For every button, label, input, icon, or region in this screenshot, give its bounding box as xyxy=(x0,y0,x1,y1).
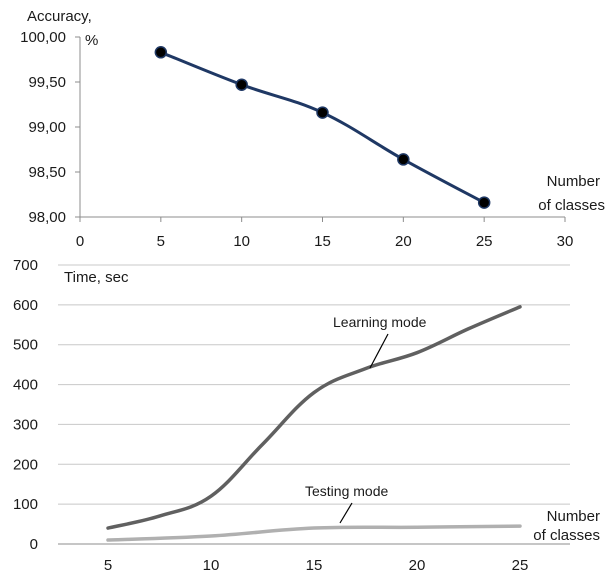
x-tick-label: 20 xyxy=(409,557,426,574)
x-axis-label-line2: of classes xyxy=(533,527,600,544)
y-tick-label: 200 xyxy=(13,456,38,473)
accuracy-point xyxy=(316,106,329,119)
accuracy-line xyxy=(160,50,485,204)
x-tick-label: 0 xyxy=(76,233,84,250)
learning-mode-leader xyxy=(369,333,389,369)
time-chart: 0 100 200 300 400 500 600 700 5 10 15 20 25 Time, sec… xyxy=(13,257,600,574)
y-axis-label: Time, sec xyxy=(64,269,129,286)
x-tick-label: 10 xyxy=(233,233,250,250)
y-axis-label-line2: % xyxy=(85,32,98,49)
testing-mode-leader xyxy=(339,502,353,524)
x-tick-label: 25 xyxy=(512,557,529,574)
y-axis-label-line1: Accuracy, xyxy=(27,8,92,25)
learning-mode-line xyxy=(106,305,522,530)
x-tick-label: 25 xyxy=(476,233,493,250)
x-tick-label: 5 xyxy=(104,557,112,574)
y-tick-label: 500 xyxy=(13,337,38,354)
accuracy-point xyxy=(235,78,248,91)
x-axis-label-line2: of classes xyxy=(538,197,605,214)
y-tick-label: 99,00 xyxy=(28,119,66,136)
y-tick-label: 400 xyxy=(13,377,38,394)
accuracy-point xyxy=(477,196,491,209)
learning-mode-label: Learning mode xyxy=(333,314,427,330)
x-tick-label: 10 xyxy=(203,557,220,574)
y-tick-label: 99,50 xyxy=(28,74,66,91)
accuracy-chart: 98,00 98,50 99,00 99,50 100,00 0 5 10 15 20 25 30 Ac… xyxy=(20,8,605,250)
y-tick-label: 98,50 xyxy=(28,164,66,181)
x-axis-label-line1: Number xyxy=(547,173,600,190)
y-tick-label: 700 xyxy=(13,257,38,274)
accuracy-point xyxy=(397,153,410,166)
testing-mode-label: Testing mode xyxy=(305,483,388,499)
x-axis-label-line1: Number xyxy=(547,508,600,525)
y-tick-label: 600 xyxy=(13,297,38,314)
x-tick-label: 15 xyxy=(306,557,323,574)
testing-mode-line xyxy=(106,524,522,542)
y-tick-label: 0 xyxy=(30,536,38,553)
y-tick-label: 300 xyxy=(13,416,38,433)
y-tick-label: 100 xyxy=(13,496,38,513)
accuracy-point xyxy=(154,46,168,59)
y-tick-label: 100,00 xyxy=(20,29,66,46)
x-tick-label: 5 xyxy=(157,233,165,250)
x-tick-label: 15 xyxy=(314,233,331,250)
x-tick-label: 30 xyxy=(557,233,574,250)
x-tick-label: 20 xyxy=(395,233,412,250)
y-tick-label: 98,00 xyxy=(28,209,66,226)
